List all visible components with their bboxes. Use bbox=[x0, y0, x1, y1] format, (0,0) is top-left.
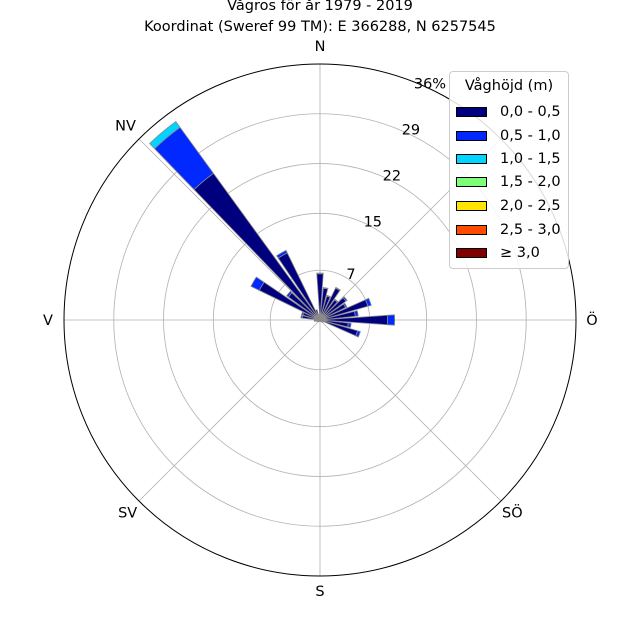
legend-title: Våghöjd (m) bbox=[464, 78, 554, 94]
wave-bar-segment bbox=[300, 314, 304, 319]
grid-spoke bbox=[138, 138, 321, 321]
legend-swatch bbox=[456, 107, 487, 117]
wave-bar-segment bbox=[326, 294, 331, 298]
wave-bar-segment bbox=[334, 298, 339, 303]
direction-label: V bbox=[43, 313, 53, 329]
radial-tick-label: 36% bbox=[414, 76, 446, 92]
direction-label: S bbox=[315, 584, 324, 600]
wave-bar-segment bbox=[347, 322, 352, 329]
direction-label: N bbox=[315, 39, 326, 55]
legend-label: 0,5 - 1,0 bbox=[500, 128, 561, 144]
radial-tick-label: 15 bbox=[364, 214, 382, 230]
legend-swatch bbox=[456, 248, 487, 258]
grid-circle bbox=[163, 163, 477, 477]
wave-bar-segment bbox=[355, 330, 361, 338]
direction-label: SV bbox=[118, 505, 137, 521]
direction-label: Ö bbox=[586, 311, 597, 329]
legend-swatch bbox=[456, 177, 487, 187]
wave-bar-segment bbox=[335, 286, 341, 292]
outer-ring bbox=[63, 63, 577, 577]
grid-circle bbox=[212, 212, 428, 428]
chart-subtitle: Koordinat (Sweref 99 TM): E 366288, N 62… bbox=[144, 19, 496, 35]
legend-swatch bbox=[456, 131, 487, 141]
legend-item: ≥ 3,0 bbox=[456, 243, 566, 263]
legend-label: 2,0 - 2,5 bbox=[500, 198, 561, 214]
radial-tick-label: 29 bbox=[402, 122, 420, 138]
wave-bar-segment bbox=[386, 314, 396, 326]
radial-tick-label: 22 bbox=[383, 168, 401, 184]
wave-bar-segment bbox=[318, 313, 321, 321]
grid-spoke bbox=[138, 319, 321, 502]
legend-item: 2,5 - 3,0 bbox=[456, 220, 566, 240]
legend-label: 1,5 - 2,0 bbox=[500, 174, 561, 190]
chart-title: Vågros för år 1979 - 2019 bbox=[227, 0, 413, 14]
grid-spoke bbox=[319, 319, 502, 502]
wave-bar-segment bbox=[364, 297, 372, 307]
wave-bar-segment bbox=[301, 311, 305, 316]
direction-label: SÖ bbox=[502, 503, 523, 521]
grid-circle bbox=[113, 113, 527, 527]
wave-bar-segment bbox=[193, 172, 321, 321]
wave-bar-segment bbox=[315, 309, 321, 321]
legend: Våghöjd (m) 0,0 - 0,5 0,5 - 1,0 1,0 - 1,… bbox=[449, 71, 569, 269]
legend-label: 1,0 - 1,5 bbox=[500, 151, 561, 167]
legend-label: 0,0 - 0,5 bbox=[500, 104, 561, 120]
legend-label: 2,5 - 3,0 bbox=[500, 222, 561, 238]
direction-label: NV bbox=[115, 119, 136, 135]
legend-item: 1,0 - 1,5 bbox=[456, 149, 566, 169]
wave-bar-segment bbox=[286, 290, 293, 298]
legend-label: ≥ 3,0 bbox=[500, 245, 540, 261]
legend-swatch bbox=[456, 154, 487, 164]
legend-swatch bbox=[456, 201, 487, 211]
legend-item: 1,5 - 2,0 bbox=[456, 172, 566, 192]
wave-bar-segment bbox=[343, 302, 348, 309]
radial-tick-label: 7 bbox=[346, 267, 355, 283]
wave-bar-segment bbox=[250, 276, 265, 291]
wave-bar-segment bbox=[149, 120, 181, 150]
legend-item: 2,0 - 2,5 bbox=[456, 196, 566, 216]
wave-bar-segment bbox=[342, 296, 348, 302]
wave-bars bbox=[149, 120, 396, 338]
wave-bar-segment bbox=[322, 287, 329, 290]
wave-bar-segment bbox=[316, 272, 324, 275]
legend-swatch bbox=[456, 225, 487, 235]
wave-bar-segment bbox=[276, 249, 288, 259]
legend-item: 0,0 - 0,5 bbox=[456, 102, 566, 122]
wave-bar-segment bbox=[354, 310, 359, 317]
legend-item: 0,5 - 1,0 bbox=[456, 126, 566, 146]
